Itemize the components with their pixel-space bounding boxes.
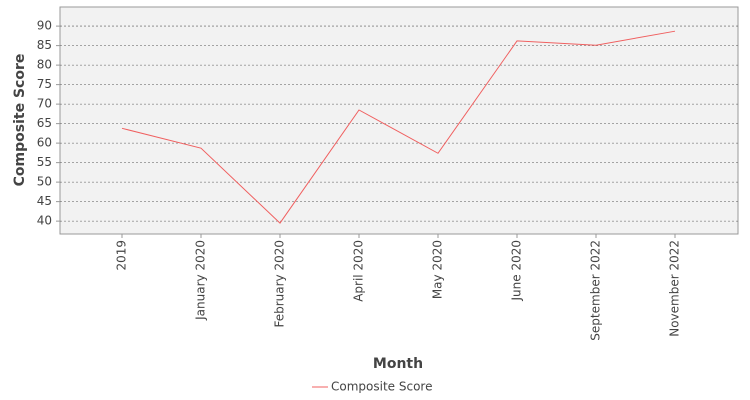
data-line: [121, 30, 676, 224]
x-tick-label: September 2022: [589, 240, 603, 341]
x-tick-label: January 2020: [194, 240, 208, 321]
y-axis-title: Composite Score: [12, 54, 28, 187]
y-tick-label: 80: [37, 58, 52, 72]
x-tick-label: April 2020: [352, 240, 366, 302]
x-tick-label: May 2020: [431, 240, 445, 299]
y-tick-label: 90: [37, 19, 52, 33]
legend-label: Composite Score: [331, 380, 432, 394]
y-tick-label: 70: [37, 97, 52, 111]
y-tick-label: 50: [37, 175, 52, 189]
x-axis-title: Month: [373, 356, 423, 372]
x-tick-label: June 2020: [510, 240, 524, 302]
x-tick-label: February 2020: [273, 240, 287, 328]
y-tick-label: 55: [37, 155, 52, 169]
y-tick-label: 40: [37, 214, 52, 228]
x-tick-label: 2019: [115, 240, 129, 271]
y-tick-label: 45: [37, 194, 52, 208]
x-tick-label: November 2022: [668, 240, 682, 337]
y-tick-label: 75: [37, 77, 52, 91]
y-tick-label: 60: [37, 136, 52, 150]
plot-area: [59, 6, 739, 235]
y-tick-label: 85: [37, 38, 52, 52]
y-tick-label: 65: [37, 116, 52, 130]
